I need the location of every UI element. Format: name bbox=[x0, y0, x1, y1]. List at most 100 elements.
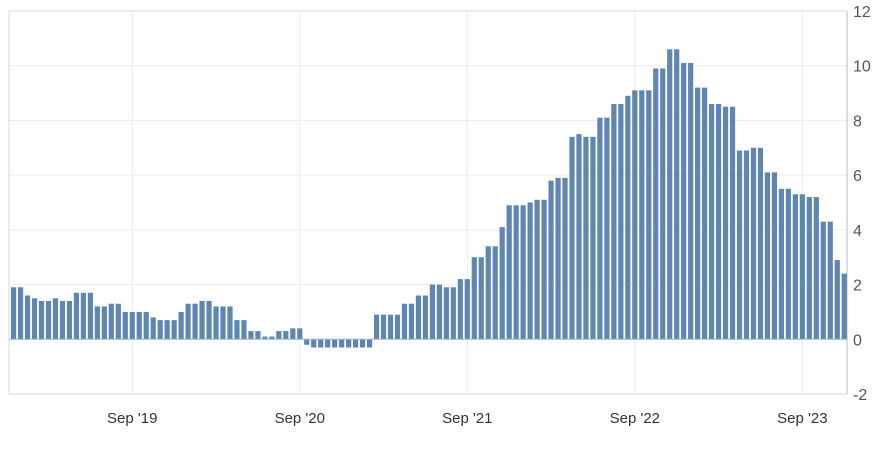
bar bbox=[555, 177, 561, 340]
bar bbox=[108, 303, 114, 340]
bar bbox=[66, 300, 73, 340]
bar bbox=[604, 117, 610, 340]
bar bbox=[841, 273, 847, 340]
bar bbox=[792, 194, 798, 340]
bar bbox=[702, 87, 708, 340]
bar bbox=[373, 314, 380, 340]
bar bbox=[757, 147, 764, 340]
bar bbox=[750, 147, 757, 340]
bar bbox=[653, 68, 659, 340]
bar bbox=[429, 284, 435, 340]
bar bbox=[150, 317, 156, 340]
y-tick-label: -2 bbox=[853, 387, 867, 404]
bar-series bbox=[11, 49, 847, 348]
bar bbox=[199, 300, 205, 340]
bar bbox=[227, 306, 233, 340]
bar bbox=[185, 303, 191, 340]
bar bbox=[778, 188, 784, 340]
bar bbox=[164, 320, 170, 340]
y-tick-label: 2 bbox=[853, 278, 862, 295]
bar bbox=[38, 300, 45, 340]
bar bbox=[346, 339, 352, 348]
bar bbox=[548, 180, 554, 340]
y-tick-label: 6 bbox=[853, 168, 862, 185]
x-tick-label: Sep '20 bbox=[275, 410, 325, 427]
bar bbox=[736, 150, 743, 340]
bar bbox=[24, 295, 31, 340]
bar bbox=[478, 257, 484, 340]
bar bbox=[401, 303, 408, 340]
bar bbox=[464, 279, 470, 340]
bar bbox=[408, 303, 415, 340]
bar bbox=[436, 284, 442, 340]
bar bbox=[339, 339, 345, 348]
bar bbox=[415, 295, 422, 340]
bar bbox=[695, 87, 701, 340]
x-tick-label: Sep '22 bbox=[610, 410, 660, 427]
bar bbox=[87, 292, 93, 340]
bar bbox=[541, 199, 547, 340]
bar bbox=[597, 117, 603, 340]
x-tick-labels: Sep '19 Sep '20 Sep '21 Sep '22 Sep '23 bbox=[107, 410, 827, 427]
bar bbox=[59, 300, 66, 340]
bar bbox=[457, 279, 463, 340]
bar bbox=[192, 303, 198, 340]
bar bbox=[562, 177, 568, 340]
x-tick-label: Sep '21 bbox=[442, 410, 492, 427]
bar bbox=[520, 205, 526, 340]
bar bbox=[632, 90, 638, 340]
bar bbox=[94, 306, 100, 340]
bar bbox=[213, 306, 219, 340]
y-tick-label: 4 bbox=[853, 223, 862, 240]
bar bbox=[715, 104, 722, 340]
bar bbox=[11, 287, 17, 340]
bar bbox=[122, 311, 128, 340]
bar bbox=[660, 68, 666, 340]
bar bbox=[360, 339, 366, 348]
y-tick-label: 12 bbox=[853, 4, 871, 21]
bar bbox=[171, 320, 177, 340]
bar bbox=[590, 136, 596, 340]
y-tick-label: 10 bbox=[853, 59, 871, 76]
bar bbox=[143, 311, 149, 340]
bar bbox=[394, 314, 401, 340]
bar bbox=[450, 287, 456, 340]
bar bbox=[101, 306, 107, 340]
bar bbox=[813, 197, 819, 340]
bar bbox=[31, 298, 38, 340]
bar bbox=[380, 314, 387, 340]
bar bbox=[311, 339, 317, 348]
bar bbox=[297, 328, 303, 340]
bar bbox=[485, 246, 491, 340]
bar bbox=[681, 62, 687, 340]
bar bbox=[255, 331, 261, 340]
bar bbox=[492, 246, 498, 340]
bar bbox=[499, 227, 505, 340]
bar bbox=[569, 136, 575, 340]
bar bbox=[688, 62, 694, 340]
bar bbox=[262, 336, 268, 340]
bar bbox=[366, 339, 373, 348]
bar bbox=[764, 172, 771, 340]
y-tick-labels: -2 0 2 4 6 8 10 12 bbox=[853, 4, 871, 404]
bar bbox=[387, 314, 394, 340]
bar bbox=[834, 259, 840, 340]
bar bbox=[45, 300, 52, 340]
bar bbox=[422, 295, 429, 340]
bar bbox=[443, 287, 449, 340]
bar bbox=[269, 336, 275, 340]
bar bbox=[576, 134, 582, 340]
bar bbox=[52, 298, 59, 340]
bar bbox=[646, 90, 652, 340]
bar bbox=[318, 339, 324, 348]
bar bbox=[220, 306, 226, 340]
y-tick-label: 0 bbox=[853, 332, 862, 349]
bar bbox=[353, 339, 359, 348]
bar bbox=[304, 339, 310, 345]
bar bbox=[283, 331, 289, 340]
bar bbox=[241, 320, 247, 340]
bar bbox=[178, 311, 184, 340]
x-tick-label: Sep '19 bbox=[107, 410, 157, 427]
bar bbox=[276, 331, 282, 340]
